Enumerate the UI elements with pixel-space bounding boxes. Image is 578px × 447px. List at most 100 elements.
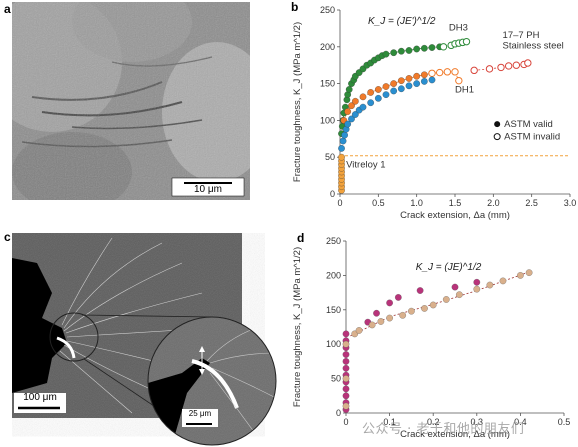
- annotation-dh1: DH1: [455, 84, 474, 95]
- data-point: [416, 287, 424, 294]
- data-point-valid: [420, 71, 428, 79]
- data-point: [473, 285, 481, 293]
- data-point-valid: [359, 103, 367, 111]
- data-point: [342, 375, 350, 382]
- data-point: [342, 330, 350, 338]
- data-point-invalid: [455, 76, 463, 85]
- chart-b: 0 0.5 1.0 1.5 2.0 2.5 3.0 0 50 100 150 200 250 Crack …: [292, 5, 577, 221]
- x-tick-label: 3.0: [564, 198, 577, 208]
- y-tick-label: 250: [326, 236, 341, 246]
- y-tick-label: 200: [320, 42, 335, 52]
- panel-c-letter: c: [4, 230, 11, 244]
- data-point-valid: [344, 108, 352, 115]
- y-tick-label: 100: [326, 339, 341, 349]
- data-point: [368, 321, 376, 329]
- data-point-valid: [382, 83, 390, 90]
- data-point-valid: [374, 94, 382, 102]
- data-point: [342, 358, 350, 365]
- data-point-valid: [345, 86, 353, 93]
- y-tick-label: 50: [331, 374, 341, 384]
- data-point: [421, 305, 428, 312]
- formula-label: K_J = (JE')^1/2: [368, 16, 436, 27]
- x-tick-label: 1.5: [449, 198, 462, 208]
- x-tick-label: 2.0: [487, 198, 500, 208]
- data-point-valid: [413, 45, 421, 53]
- annotation-17-7ph: 17–7 PH: [503, 30, 540, 41]
- data-point: [525, 269, 533, 276]
- data-point-valid: [413, 80, 421, 87]
- data-point-valid: [420, 44, 428, 52]
- data-point: [342, 392, 350, 400]
- data-point-invalid: [462, 37, 471, 46]
- data-point: [499, 277, 507, 285]
- data-point-valid: [341, 131, 348, 139]
- x-tick-label: 0.4: [514, 417, 527, 427]
- y-axis-label: Fracture toughness, K_J (MPa m^1/2): [292, 22, 303, 182]
- data-point: [355, 327, 363, 334]
- data-point: [342, 351, 350, 358]
- micrograph-a-image: [12, 2, 250, 200]
- data-point-invalid: [443, 68, 452, 76]
- x-tick-label: 0: [337, 198, 342, 208]
- panel-d-letter: d: [297, 231, 305, 245]
- data-point-valid: [420, 78, 428, 85]
- data-point-invalid: [485, 65, 494, 73]
- data-point-valid: [428, 76, 436, 84]
- y-tick-label: 150: [326, 305, 341, 315]
- data-point-valid: [390, 49, 398, 57]
- annotation-dh3: DH3: [449, 23, 468, 34]
- annotation-stainless: Stainless steel: [503, 40, 564, 51]
- data-point: [451, 283, 459, 291]
- data-point-valid: [428, 44, 436, 51]
- data-point-valid: [351, 97, 359, 105]
- y-tick-label: 50: [325, 152, 335, 162]
- data-point-valid: [351, 111, 359, 118]
- data-point-invalid: [428, 69, 436, 77]
- data-point: [342, 402, 350, 410]
- data-point-valid: [339, 137, 347, 145]
- data-point-valid: [344, 120, 352, 128]
- data-point: [429, 301, 437, 309]
- data-point-valid: [405, 75, 413, 82]
- data-point-invalid: [435, 68, 444, 77]
- data-point: [486, 281, 494, 289]
- panel-b-letter: b: [291, 0, 299, 14]
- data-point-valid: [338, 153, 345, 161]
- data-point-valid: [367, 99, 375, 107]
- y-tick-label: 0: [330, 189, 335, 199]
- data-point: [373, 309, 380, 317]
- data-point-valid: [382, 91, 390, 98]
- micrograph-a: 10 μm: [12, 2, 250, 200]
- x-tick-label: 0.2: [427, 417, 440, 427]
- y-tick-label: 100: [320, 115, 335, 125]
- data-point: [386, 299, 393, 307]
- data-point: [394, 294, 402, 301]
- data-point-invalid: [497, 63, 505, 72]
- data-point-valid: [382, 50, 390, 58]
- x-tick-label: 1.0: [410, 198, 423, 208]
- data-point-valid: [397, 77, 405, 85]
- data-point: [517, 272, 524, 279]
- x-tick-label: 0.5: [558, 417, 571, 427]
- y-axis-label: Fracture toughness, K_J (MPa m^1/2): [292, 247, 303, 407]
- micrograph-c: 100 μm 25 μm: [12, 233, 282, 447]
- y-tick-label: 0: [336, 408, 341, 418]
- scale-bar-a-label: 10 μm: [194, 184, 222, 195]
- inset-scale-bar-label: 25 μm: [188, 409, 212, 418]
- data-point-valid: [348, 115, 355, 123]
- data-point: [473, 278, 481, 286]
- data-point-valid: [397, 85, 405, 93]
- data-point-valid: [413, 72, 421, 80]
- data-point-valid: [374, 86, 382, 93]
- legend-valid-marker: [494, 121, 501, 128]
- data-point: [442, 296, 450, 303]
- x-axis-label: Crack extension, Δa (mm): [400, 429, 510, 440]
- legend-valid-label: ASTM valid: [504, 119, 553, 130]
- y-tick-label: 150: [320, 79, 335, 89]
- y-tick-label: 250: [320, 5, 335, 15]
- annotation-vitreloy: Vitreloy 1: [346, 160, 385, 171]
- scale-bar-c-label: 100 μm: [23, 392, 57, 403]
- data-point: [342, 340, 350, 348]
- micrograph-c-image: [12, 233, 277, 446]
- data-point: [377, 318, 385, 325]
